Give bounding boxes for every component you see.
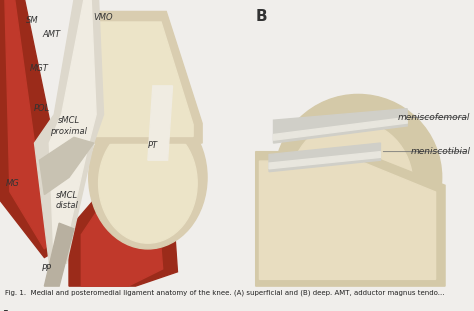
Polygon shape <box>82 192 163 286</box>
Text: MG: MG <box>5 179 19 188</box>
Text: SM: SM <box>26 16 38 25</box>
Polygon shape <box>45 223 74 286</box>
Polygon shape <box>269 152 381 169</box>
Polygon shape <box>5 0 49 249</box>
Text: VMO: VMO <box>94 13 113 22</box>
Text: B: B <box>255 9 267 24</box>
Text: PT: PT <box>148 142 158 151</box>
Text: meniscofemoral: meniscofemoral <box>398 113 471 122</box>
Text: PP: PP <box>42 264 52 273</box>
Ellipse shape <box>274 95 442 260</box>
Text: MGT: MGT <box>30 64 49 73</box>
Polygon shape <box>255 152 445 286</box>
Polygon shape <box>49 0 96 263</box>
Polygon shape <box>148 86 173 160</box>
Text: sMCL
proximal: sMCL proximal <box>51 116 88 136</box>
Polygon shape <box>273 117 407 140</box>
Polygon shape <box>269 143 381 172</box>
Polygon shape <box>0 0 54 258</box>
Ellipse shape <box>290 120 413 246</box>
Polygon shape <box>35 0 103 263</box>
Text: A: A <box>0 310 12 311</box>
Polygon shape <box>69 186 177 286</box>
Text: meniscotibial: meniscotibial <box>410 147 471 156</box>
Text: POL: POL <box>34 104 50 113</box>
Polygon shape <box>273 109 407 143</box>
Polygon shape <box>74 12 202 143</box>
Polygon shape <box>81 22 193 137</box>
Polygon shape <box>39 137 94 195</box>
Ellipse shape <box>89 106 207 249</box>
Polygon shape <box>259 161 436 279</box>
Text: Fig. 1.  Medial and posteromedial ligament anatomy of the knee. (A) superficial : Fig. 1. Medial and posteromedial ligamen… <box>5 289 444 296</box>
Ellipse shape <box>99 123 197 243</box>
Text: AMT: AMT <box>43 30 61 39</box>
Text: sMCL
distal: sMCL distal <box>55 191 78 210</box>
